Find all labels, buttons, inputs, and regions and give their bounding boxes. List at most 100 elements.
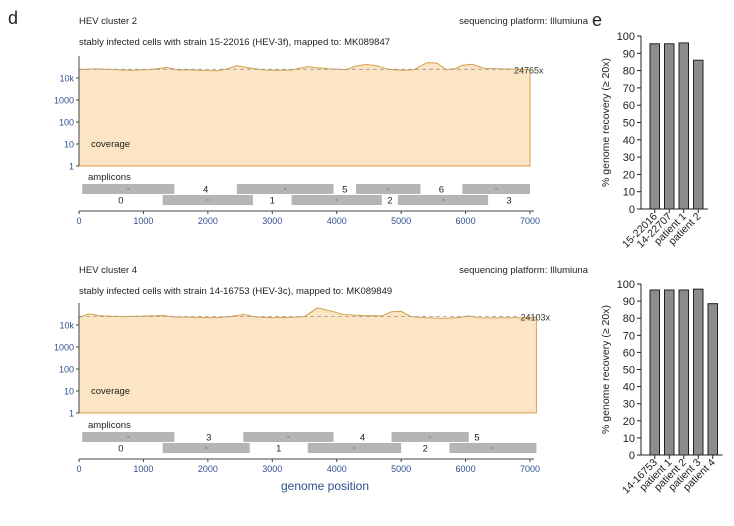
amplicon-bar: [397, 195, 489, 205]
amplicon-marker: =: [205, 446, 208, 452]
amplicon-bar: [356, 184, 421, 194]
x-tick-label: 4000: [327, 464, 347, 474]
x-tick-label: 5000: [391, 464, 411, 474]
y-tick-label: 30: [623, 399, 635, 411]
amplicon-bar: [243, 432, 334, 442]
bar: [707, 303, 718, 456]
y-tick-label: 70: [623, 83, 635, 95]
amplicon-number: 6: [439, 185, 444, 196]
y-tick-label: 0: [629, 204, 635, 216]
y-tick-label: 100: [617, 31, 635, 43]
bar: [664, 43, 675, 210]
amplicon-number: 1: [276, 444, 281, 455]
amplicon-marker: =: [335, 198, 338, 204]
x-tick-label: 1000: [133, 464, 153, 474]
y-tick-label: 50: [623, 365, 635, 377]
y-tick-label: 50: [623, 118, 635, 130]
cluster-title: HEV cluster 2: [79, 16, 137, 27]
amplicon-marker: =: [127, 187, 130, 193]
platform-label: sequencing platform: Illumiuna: [459, 16, 589, 27]
amplicon-bar: [391, 432, 469, 442]
y-tick-label: 10k: [59, 321, 74, 331]
amplicon-marker: =: [387, 187, 390, 193]
x-tick-label: 1000: [133, 216, 153, 226]
panel-letter-e: e: [592, 10, 602, 30]
y-tick-label: 90: [623, 296, 635, 308]
amplicon-marker: =: [284, 187, 287, 193]
x-tick-label: 3000: [262, 464, 282, 474]
amplicon-number: 4: [203, 185, 208, 196]
amplicon-number: 0: [118, 196, 123, 207]
x-tick-label: 2000: [198, 216, 218, 226]
amplicon-marker: =: [495, 187, 498, 193]
amplicon-number: 4: [360, 433, 365, 444]
mean-coverage-label: 24765x: [514, 65, 544, 75]
amplicon-number: 3: [206, 433, 211, 444]
bar: [678, 42, 689, 210]
amplicon-marker: =: [491, 446, 494, 452]
amplicon-marker: =: [287, 435, 290, 441]
bar: [649, 43, 660, 210]
amplicon-bar: [162, 195, 253, 205]
y-tick-label: 40: [623, 382, 635, 394]
amplicon-bar: [236, 184, 334, 194]
y-tick-label: 10: [623, 187, 635, 199]
amplicon-bar: [307, 443, 402, 453]
bar: [693, 59, 704, 210]
y-tick-label: 10k: [59, 74, 74, 84]
bar: [693, 288, 704, 456]
bar: [664, 289, 675, 456]
y-tick-label: 70: [623, 330, 635, 342]
y-tick-label: 100: [617, 279, 635, 291]
x-tick-label: 5000: [391, 216, 411, 226]
x-tick-label: 0: [76, 464, 81, 474]
amplicon-marker: =: [206, 198, 209, 204]
y-tick-label: 40: [623, 135, 635, 147]
y-tick-label: 1000: [54, 96, 74, 106]
y-tick-label: 20: [623, 416, 635, 428]
y-axis-title: % genome recovery (≥ 20x): [600, 58, 612, 187]
cluster-title: HEV cluster 4: [79, 265, 137, 276]
y-tick-label: 100: [59, 118, 74, 128]
x-tick-label: 6000: [456, 216, 476, 226]
amplicon-number: 2: [387, 196, 392, 207]
y-tick-label: 60: [623, 347, 635, 359]
amplicon-bar: [162, 443, 250, 453]
y-tick-label: 1: [69, 162, 74, 172]
y-tick-label: 80: [623, 313, 635, 325]
amplicon-number: 0: [118, 444, 123, 455]
amplicon-bar: [82, 184, 175, 194]
y-tick-label: 0: [629, 450, 635, 462]
amplicon-number: 5: [474, 433, 479, 444]
platform-label: sequencing platform: Illumiuna: [459, 265, 589, 276]
amplicon-number: 5: [342, 185, 347, 196]
x-tick-label: 7000: [520, 464, 540, 474]
subtitle: stably infected cells with strain 14-167…: [79, 286, 392, 297]
x-tick-label: 6000: [456, 464, 476, 474]
amplicon-marker: =: [429, 435, 432, 441]
mean-coverage-label: 24103x: [520, 313, 550, 323]
amplicon-bar: [449, 443, 537, 453]
y-tick-label: 20: [623, 169, 635, 181]
amplicons-label: amplicons: [88, 172, 131, 183]
coverage-label: coverage: [91, 139, 130, 150]
subtitle: stably infected cells with strain 15-220…: [79, 37, 390, 48]
amplicon-marker: =: [353, 446, 356, 452]
amplicon-number: 2: [423, 444, 428, 455]
panel-letter-d: d: [8, 8, 18, 28]
y-tick-label: 10: [64, 387, 74, 397]
bar: [678, 289, 689, 456]
y-tick-label: 10: [623, 433, 635, 445]
bar: [649, 289, 660, 456]
coverage-panel-cluster-2: HEV cluster 2 sequencing platform: Illumi…: [54, 16, 589, 226]
x-tick-label: 3000: [262, 216, 282, 226]
coverage-area: [78, 307, 537, 414]
coverage-area: [78, 62, 531, 167]
x-tick-label: 4000: [327, 216, 347, 226]
y-axis-title: % genome recovery (≥ 20x): [600, 305, 612, 434]
amplicon-bar: [462, 184, 530, 194]
y-tick-label: 90: [623, 48, 635, 60]
amplicon-number: 3: [506, 196, 511, 207]
y-tick-label: 1: [69, 409, 74, 419]
